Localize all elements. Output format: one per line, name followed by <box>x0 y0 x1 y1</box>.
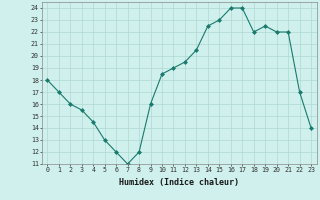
X-axis label: Humidex (Indice chaleur): Humidex (Indice chaleur) <box>119 178 239 187</box>
